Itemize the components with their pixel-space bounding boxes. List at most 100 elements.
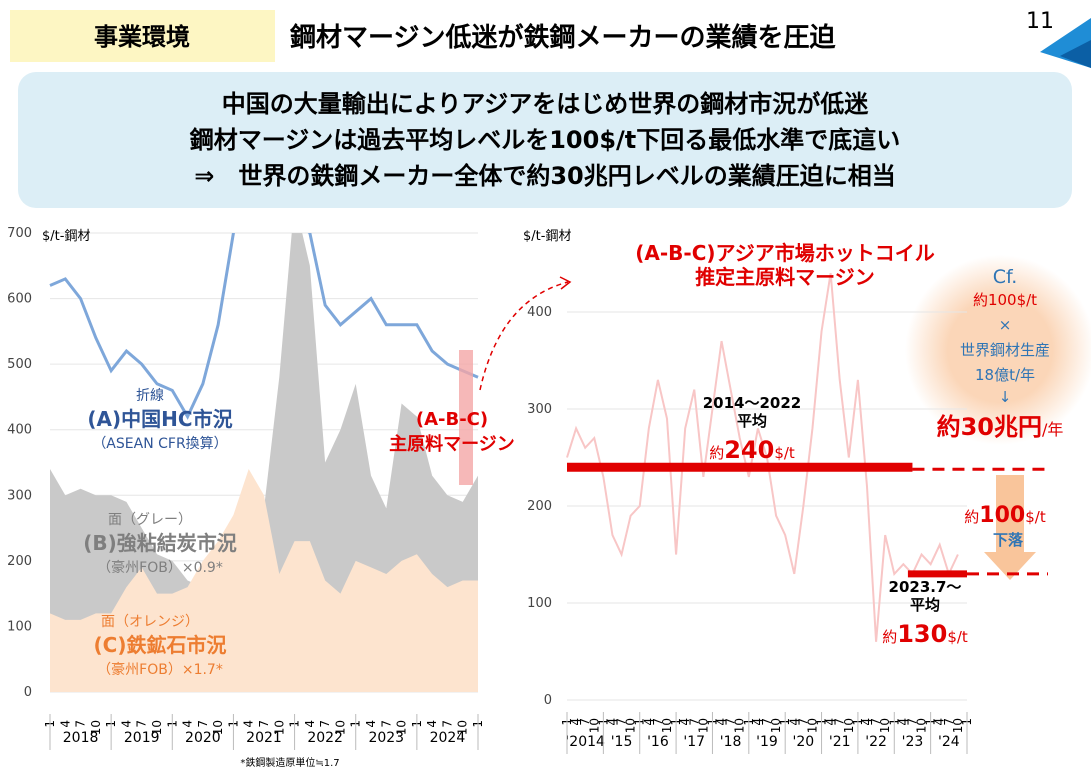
average-label: 2023.7～ — [889, 578, 962, 596]
year-label: '19 — [756, 734, 778, 750]
year-label: 2023 — [368, 730, 404, 746]
year-label: '23 — [902, 734, 924, 750]
summary-box — [18, 72, 1072, 208]
callout-text: 世界鋼材生産 — [960, 341, 1050, 359]
drop-label: 下落 — [993, 531, 1024, 549]
x-tick-label: 10 — [878, 718, 892, 733]
callout-glow — [905, 255, 1091, 445]
x-tick-label: 7 — [651, 718, 665, 726]
x-tick-label: 4 — [896, 718, 910, 726]
area — [50, 469, 478, 692]
x-tick-label: 7 — [869, 718, 883, 726]
x-tick-label: 10 — [915, 718, 929, 733]
annotation-part: $/t — [1025, 508, 1046, 526]
x-tick-label: 7 — [760, 718, 774, 726]
callout-text: ↓ — [999, 388, 1012, 406]
series-note: 折線 — [136, 388, 164, 404]
x-tick-label: 4 — [364, 720, 378, 728]
x-tick-label: 10 — [150, 720, 164, 735]
y-axis-label: $/t-鋼材 — [42, 229, 90, 244]
annotation: 約240$/t — [709, 436, 795, 464]
x-tick-label: 10 — [587, 718, 601, 733]
y-tick-label: 100 — [7, 619, 32, 634]
corner-mark — [1060, 40, 1091, 68]
legend-label: (B)強粘結炭市況 — [83, 531, 237, 555]
x-tick-label: 7 — [578, 718, 592, 726]
year-label: 2018 — [63, 730, 99, 746]
y-tick-label: 500 — [7, 357, 32, 372]
callout-text: 約100$/t — [973, 291, 1037, 309]
x-tick-label: 10 — [211, 720, 225, 735]
legend-label: (A)中国HC市況 — [87, 407, 232, 431]
x-tick-label: 7 — [257, 720, 271, 728]
x-tick-label: 4 — [303, 720, 317, 728]
x-tick-label: 7 — [135, 720, 149, 728]
x-tick-label: 10 — [733, 718, 747, 733]
slide-title: 鋼材マージン低迷が鉄鋼メーカーの業績を圧迫 — [289, 22, 836, 53]
year-label: 2020 — [185, 730, 221, 746]
chart-title: 推定主原料マージン — [695, 265, 875, 289]
x-tick-label: 7 — [615, 718, 629, 726]
x-tick-label: 10 — [624, 718, 638, 733]
x-tick-label: 10 — [696, 718, 710, 733]
y-tick-label: 300 — [527, 402, 552, 417]
series-note: （豪州FOB）×0.9* — [97, 560, 223, 576]
y-tick-label: 300 — [7, 488, 32, 503]
year-label: '2014 — [565, 734, 605, 750]
series-note: （豪州FOB）×1.7* — [97, 662, 223, 678]
annotation: 約130$/t — [882, 620, 968, 648]
year-label: '16 — [647, 734, 669, 750]
callout-text: × — [999, 316, 1012, 334]
annotation-part: 130 — [897, 620, 947, 648]
year-label: '18 — [720, 734, 742, 750]
x-tick-label: 10 — [89, 720, 103, 735]
annotation-part: $/t — [947, 628, 968, 646]
annotation: 約30兆円/年 — [937, 413, 1064, 441]
series-note: （ASEAN CFR換算） — [92, 436, 227, 452]
x-tick-label: 10 — [769, 718, 783, 733]
y-tick-label: 400 — [7, 423, 32, 438]
x-tick-label: 10 — [272, 720, 286, 735]
year-label: '17 — [683, 734, 705, 750]
x-tick-label: 4 — [242, 720, 256, 728]
section-box — [10, 10, 275, 62]
annotation-part: 約30兆円 — [937, 413, 1042, 441]
summary-line: 中国の大量輸出によりアジアをはじめ世界の鋼材市況が低迷 — [222, 90, 870, 118]
chart-title: (A-B-C)アジア市場ホットコイル — [635, 241, 934, 265]
year-label: '20 — [793, 734, 815, 750]
x-tick-label: 10 — [951, 718, 965, 733]
y-tick-label: 0 — [544, 693, 552, 708]
x-tick-label: 10 — [842, 718, 856, 733]
callout-text: 18億t/年 — [975, 366, 1035, 384]
section-label: 事業環境 — [94, 23, 190, 51]
footnote: *鉄鋼製造原単位≒1.7 — [240, 756, 339, 769]
x-tick-label: 10 — [456, 720, 470, 735]
x-tick-label: 4 — [569, 718, 583, 726]
year-label: '21 — [829, 734, 851, 750]
plot — [566, 273, 959, 642]
legend-label: (C)鉄鉱石市況 — [94, 633, 227, 657]
y-tick-label: 700 — [7, 226, 32, 241]
y-axis-label: $/t-鋼材 — [523, 229, 571, 244]
annotation-part: 約 — [709, 444, 724, 462]
y-tick-label: 200 — [7, 554, 32, 569]
x-tick-label: 7 — [942, 718, 956, 726]
x-tick-label: 4 — [787, 718, 801, 726]
plot — [49, 233, 479, 692]
average-label: 平均 — [737, 412, 767, 430]
x-tick-label: 10 — [333, 720, 347, 735]
x-tick-label: 7 — [74, 720, 88, 728]
page-number: 11 — [1026, 9, 1054, 34]
x-tick-label: 7 — [833, 718, 847, 726]
margin-band — [459, 350, 473, 485]
x-tick-label: 7 — [905, 718, 919, 726]
annotation-part: 240 — [724, 436, 774, 464]
year-label: '15 — [611, 734, 633, 750]
annotation-part: $/t — [774, 444, 795, 462]
y-tick-label: 100 — [527, 596, 552, 611]
y-tick-label: 0 — [24, 685, 32, 700]
summary-line: ⇒ 世界の鉄鋼メーカー全体で約30兆円レベルの業績圧迫に相当 — [194, 162, 896, 190]
year-label: 2024 — [430, 730, 466, 746]
summary-line: 鋼材マージンは過去平均レベルを100$/t下回る最低水準で底這い — [190, 126, 901, 154]
